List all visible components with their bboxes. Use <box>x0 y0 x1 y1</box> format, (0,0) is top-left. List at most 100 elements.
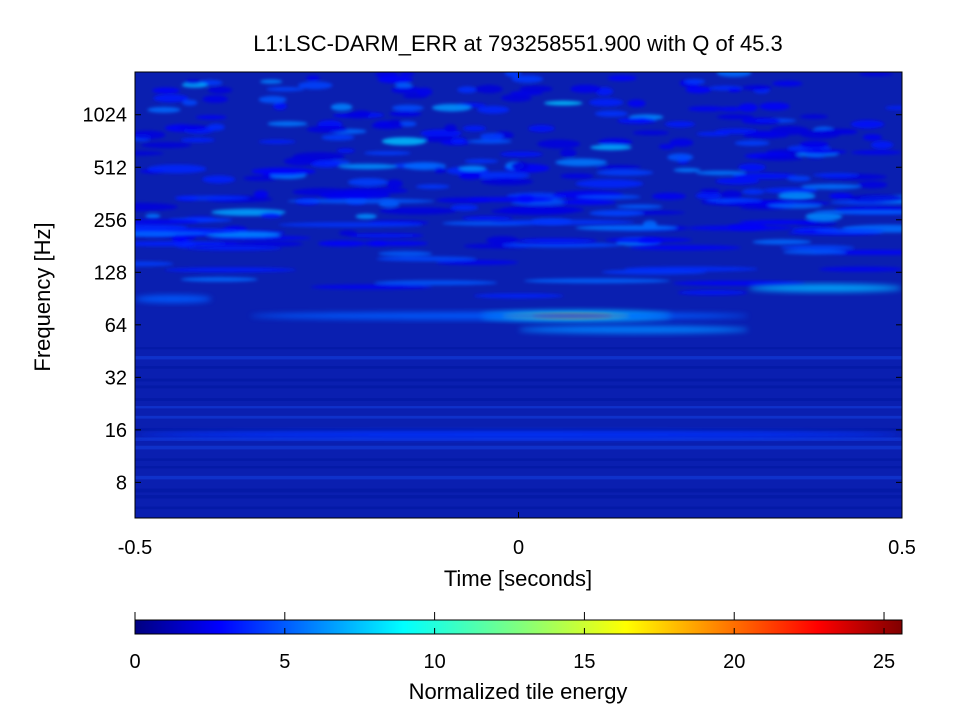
noise-tile <box>738 163 766 172</box>
noise-tile <box>467 196 554 202</box>
noise-tile <box>147 106 181 113</box>
noise-tile <box>588 98 624 107</box>
low-frequency-bands <box>135 347 902 510</box>
noise-tile <box>560 148 577 158</box>
noise-tile <box>297 81 333 90</box>
freq-band <box>135 445 902 450</box>
mid-frequency-streaks <box>135 194 902 299</box>
freq-band <box>135 347 902 350</box>
noise-tile <box>651 192 687 200</box>
noise-tile <box>379 207 457 215</box>
noise-tile <box>499 205 584 214</box>
noise-tile <box>287 198 435 204</box>
freq-band <box>135 475 902 480</box>
freq-band <box>135 385 902 389</box>
noise-tile <box>386 179 403 189</box>
noise-tile <box>787 175 811 182</box>
noise-tile <box>177 124 207 131</box>
colorbar-gradient <box>134 619 903 635</box>
noise-tile <box>814 228 885 234</box>
noise-tile <box>310 284 433 290</box>
noise-tile <box>560 173 594 179</box>
noise-tile <box>457 86 477 94</box>
noise-tile <box>757 155 804 161</box>
noise-tile <box>305 75 320 82</box>
x-tick-label: 0 <box>513 537 524 559</box>
noise-tile <box>742 85 772 91</box>
noise-tile <box>207 86 233 94</box>
noise-tile <box>696 131 731 137</box>
freq-band <box>135 356 902 360</box>
noise-tile <box>607 75 637 82</box>
noise-tile <box>480 177 534 186</box>
noise-tile <box>435 259 519 265</box>
noise-tile <box>278 222 423 228</box>
noise-tile <box>376 256 477 262</box>
noise-tile <box>570 84 601 94</box>
noise-tile <box>381 137 427 146</box>
freq-band <box>135 506 902 510</box>
noise-tile <box>370 240 428 246</box>
colorbar-tick-label: 0 <box>129 651 140 673</box>
noise-tile <box>477 105 510 114</box>
noise-tile <box>695 192 722 200</box>
noise-tile <box>720 190 742 199</box>
energy-band <box>135 430 902 439</box>
noise-tile <box>377 75 413 84</box>
noise-tile <box>391 104 424 112</box>
noise-tile <box>596 169 654 176</box>
y-axis-label: Frequency [Hz] <box>30 222 55 371</box>
noise-tile <box>716 114 754 120</box>
y-tick-label: 256 <box>94 210 127 232</box>
noise-tile <box>135 202 178 211</box>
y-axis: 8 16 32 64 128 256 512 1024 <box>83 105 902 494</box>
noise-tile <box>184 79 202 85</box>
noise-tile <box>716 72 752 77</box>
noise-tile <box>395 82 413 88</box>
colorbar-ticks: 0 5 10 15 20 25 <box>129 612 895 673</box>
noise-tile <box>415 184 450 189</box>
noise-tile <box>862 134 882 141</box>
noise-tile <box>734 140 770 146</box>
freq-band <box>135 488 902 493</box>
noise-tile <box>206 231 281 238</box>
noise-tile <box>500 94 532 102</box>
noise-tile <box>330 103 353 111</box>
noise-tile <box>236 241 303 247</box>
noise-tile <box>511 161 529 171</box>
freq-band <box>135 415 902 419</box>
noise-tile <box>850 120 885 129</box>
noise-tile <box>310 160 341 168</box>
noise-tile <box>594 110 628 117</box>
noise-tile <box>135 231 210 237</box>
noise-tile <box>561 199 617 205</box>
noise-tile <box>355 213 377 220</box>
chart-title: L1:LSC-DARM_ERR at 793258551.900 with Q … <box>253 31 783 56</box>
noise-tile <box>805 212 843 222</box>
noise-tile <box>590 144 632 151</box>
noise-tile <box>450 204 479 211</box>
noise-tile <box>321 134 355 141</box>
noise-tile <box>752 239 812 245</box>
noise-tile <box>511 75 544 83</box>
noise-tile <box>147 164 207 174</box>
noise-tile <box>528 125 555 132</box>
noise-tile <box>624 266 759 272</box>
noise-tile <box>555 158 608 167</box>
noise-tile <box>719 106 743 112</box>
colorbar: 0 5 10 15 20 25 <box>129 612 903 673</box>
freq-band <box>135 366 902 369</box>
noise-tile <box>467 139 512 144</box>
noise-tile <box>475 84 503 94</box>
freq-band <box>135 398 902 401</box>
noise-tile <box>273 102 287 111</box>
noise-tile <box>182 99 198 106</box>
freq-band <box>135 495 902 499</box>
noise-tile <box>799 129 841 139</box>
x-tick-label: 0.5 <box>888 537 916 559</box>
noise-tile <box>783 249 847 255</box>
noise-tile <box>812 172 860 178</box>
noise-tile <box>363 151 411 156</box>
noise-tile <box>202 95 229 103</box>
freq-band <box>135 466 902 469</box>
